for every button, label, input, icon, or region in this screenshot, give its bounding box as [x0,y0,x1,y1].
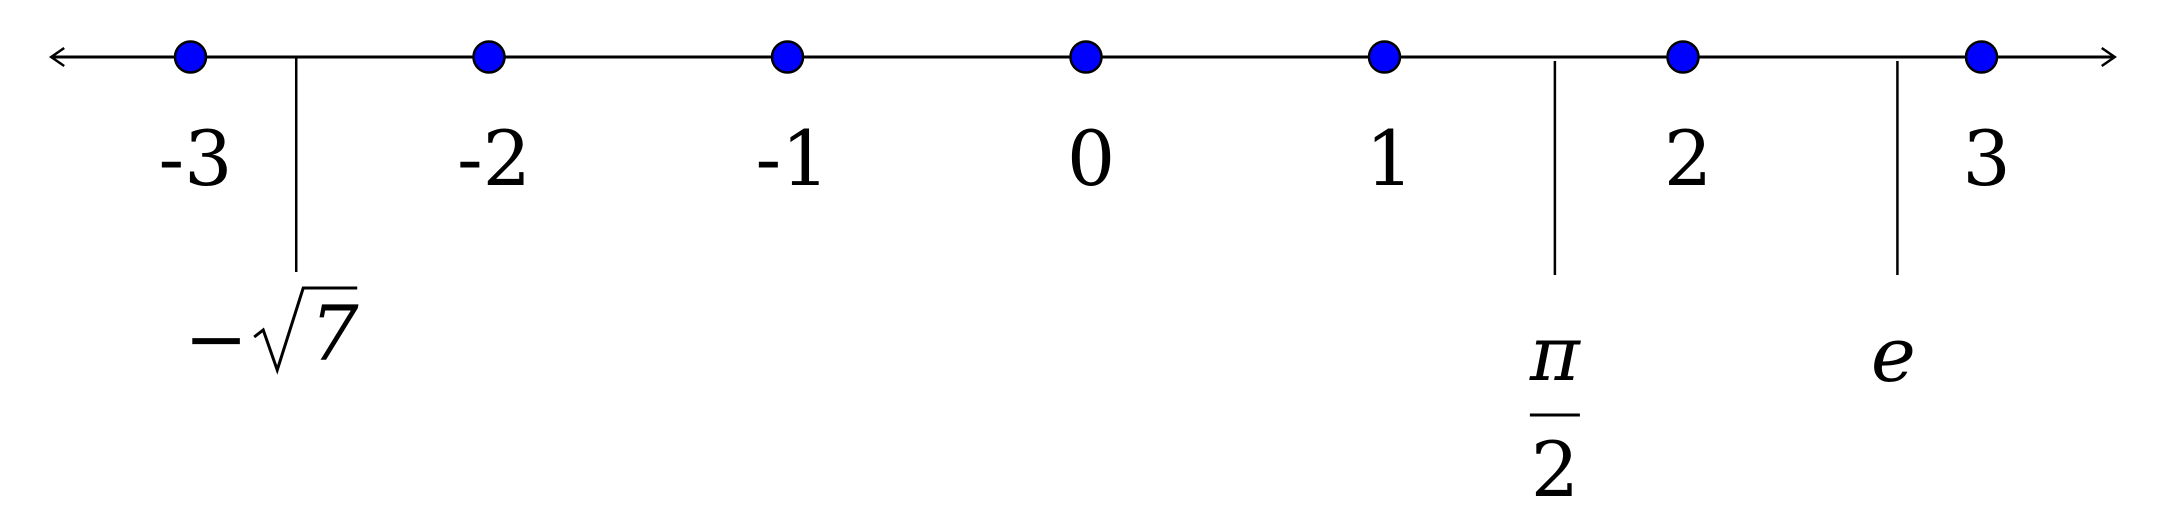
label-numerator: π [1529,309,1582,398]
point-1 [1367,40,1402,74]
tick-labels: −7 π2e-3 -2 -1 0 1 2 3 [158,114,2010,514]
tick-label: 2 [1664,114,1712,203]
label-e: e [1871,310,1916,399]
point--1 [770,40,805,74]
tick-label: 3 [1962,114,2010,203]
label-radicand: 7 [310,289,359,378]
tick-label: 0 [1067,114,1115,203]
left-arrow-icon [48,46,65,68]
integer-points [173,40,1999,74]
sqrt-radical-icon [253,286,358,375]
tick-label: -2 [457,114,531,203]
tick-label: -3 [158,114,232,203]
point-3 [1964,40,1999,74]
label-denominator: 2 [1531,425,1579,514]
point-2 [1666,40,1700,74]
label-pi-over-2: π2 [1529,309,1582,514]
point--2 [472,40,506,74]
right-arrow-icon [2101,46,2117,68]
label-neg-sqrt7: −7 [184,286,359,383]
tick-label: 1 [1365,114,1413,203]
label-minus-sign: − [184,294,248,383]
point--3 [173,40,208,74]
tick-label: -1 [755,114,829,203]
point-0 [1069,40,1103,74]
irrational-marks [294,57,1899,275]
